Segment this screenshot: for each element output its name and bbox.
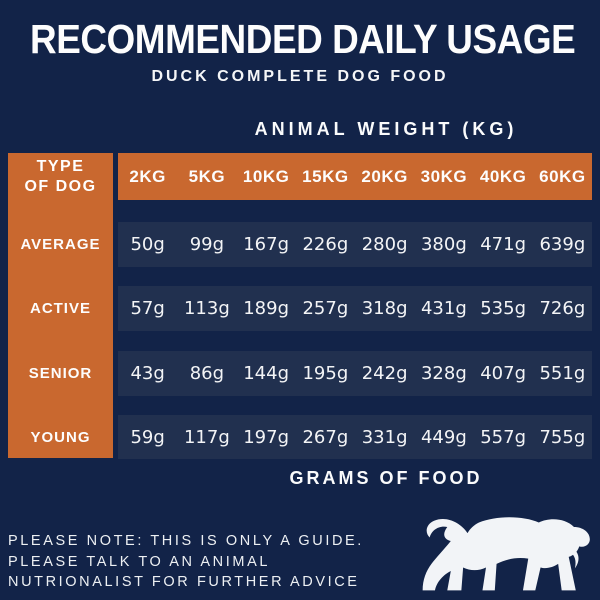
- corner-header-type-of-dog: TYPE OF DOG: [8, 153, 113, 200]
- table-row-average: 50g 99g 167g 226g 280g 380g 471g 639g: [118, 222, 592, 267]
- value-cell: 59g: [130, 426, 165, 448]
- col-header-40kg: 40KG: [479, 166, 527, 186]
- row-label-average: AVERAGE: [20, 236, 101, 253]
- col-header-60kg: 60KG: [539, 166, 586, 186]
- value-cell: 267g: [302, 426, 349, 448]
- page-subtitle: DUCK COMPLETE DOG FOOD: [151, 68, 449, 85]
- value-cell: 407g: [480, 363, 527, 384]
- value-cell: 242g: [361, 363, 408, 384]
- value-cell: 257g: [302, 298, 349, 319]
- col-header-2kg: 2KG: [129, 166, 166, 186]
- value-cell: 117g: [183, 426, 230, 448]
- value-cell: 318g: [361, 298, 408, 319]
- table-row-young: 59g 117g 197g 267g 331g 449g 557g 755g: [118, 415, 592, 459]
- col-header-15kg: 15KG: [302, 166, 349, 186]
- value-cell: 449g: [420, 426, 467, 448]
- note-line-2: PLEASE TALK TO AN ANIMAL: [8, 553, 271, 570]
- table-row-active: 57g 113g 189g 257g 318g 431g 535g 726g: [118, 286, 592, 331]
- value-cell: 755g: [539, 426, 586, 448]
- value-cell: 551g: [539, 363, 586, 384]
- row-label-active: ACTIVE: [29, 300, 91, 317]
- corner-line-1: TYPE: [36, 157, 85, 175]
- animal-weight-axis-label: ANIMAL WEIGHT (KG): [254, 119, 518, 139]
- value-cell: 57g: [130, 298, 165, 319]
- row-label-senior: SENIOR: [28, 365, 93, 382]
- weight-header-row: 2KG 5KG 10KG 15KG 20KG 30KG 40KG 60KG: [118, 153, 592, 200]
- value-cell: 639g: [539, 234, 586, 255]
- note-line-1: PLEASE NOTE: THIS IS ONLY A GUIDE.: [8, 533, 364, 549]
- value-cell: 167g: [243, 234, 290, 255]
- value-cell: 280g: [361, 234, 408, 255]
- note-line-3: NUTRIONALIST FOR FURTHER ADVICE: [8, 574, 360, 591]
- value-cell: 535g: [480, 298, 527, 319]
- value-cell: 226g: [302, 234, 349, 255]
- corner-line-2: OF DOG: [24, 177, 97, 195]
- table-row-senior: 43g 86g 144g 195g 242g 328g 407g 551g: [118, 351, 592, 396]
- value-cell: 726g: [539, 298, 586, 319]
- grams-of-food-axis-label: GRAMS OF FOOD: [289, 468, 483, 488]
- value-cell: 113g: [183, 298, 230, 319]
- value-cell: 86g: [189, 363, 225, 384]
- value-cell: 331g: [361, 426, 408, 448]
- col-header-20kg: 20KG: [361, 166, 408, 186]
- value-cell: 471g: [480, 234, 527, 255]
- value-cell: 197g: [243, 426, 290, 448]
- dog-type-column: TYPE OF DOG AVERAGE ACTIVE SENIOR YOUNG: [8, 153, 113, 458]
- page-title: RECOMMENDED DAILY USAGE: [30, 16, 576, 62]
- value-cell: 144g: [243, 363, 290, 384]
- col-header-30kg: 30KG: [420, 166, 468, 186]
- value-cell: 50g: [130, 234, 165, 255]
- col-header-5kg: 5KG: [188, 166, 226, 186]
- value-cell: 195g: [302, 363, 349, 384]
- col-header-10kg: 10KG: [242, 166, 290, 186]
- value-cell: 380g: [420, 234, 467, 255]
- value-cell: 557g: [480, 426, 527, 448]
- sabre-tooth-tiger-icon: [422, 517, 590, 591]
- row-label-young: YOUNG: [30, 428, 91, 446]
- value-cell: 99g: [189, 234, 225, 255]
- value-cell: 43g: [130, 363, 165, 384]
- value-cell: 431g: [420, 298, 467, 319]
- value-cell: 189g: [243, 298, 290, 319]
- value-cell: 328g: [420, 363, 467, 384]
- disclaimer-note: PLEASE NOTE: THIS IS ONLY A GUIDE. PLEAS…: [8, 531, 364, 593]
